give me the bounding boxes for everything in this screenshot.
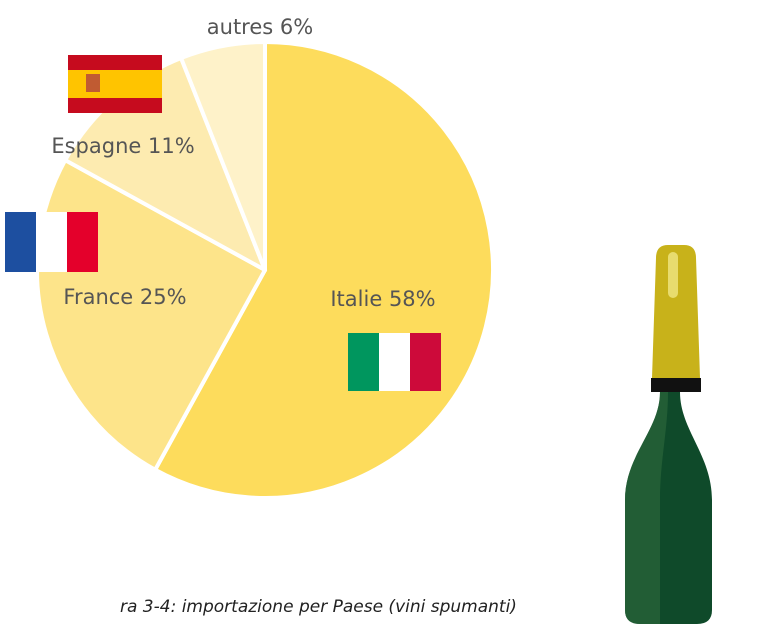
bottle: [625, 245, 712, 624]
slice-label: Espagne 11%: [51, 134, 194, 158]
category-label: autres: [207, 15, 273, 39]
value-label: 11%: [148, 134, 195, 158]
value-label: 6%: [280, 15, 313, 39]
caption: ra 3-4: importazione per Paese (vini spu…: [120, 597, 517, 617]
slice-label: autres 6%: [207, 15, 313, 39]
category-label: Espagne: [51, 134, 141, 158]
category-label: France: [63, 285, 133, 309]
flag-italy: [348, 333, 441, 391]
value-label: 25%: [140, 285, 187, 309]
flag-france: [5, 212, 98, 272]
slice-label: Italie 58%: [330, 287, 435, 311]
category-label: Italie: [330, 287, 382, 311]
value-label: 58%: [389, 287, 436, 311]
flag-spain: [68, 55, 162, 113]
pie-slice: [179, 40, 267, 272]
slice-label: France 25%: [63, 285, 186, 309]
